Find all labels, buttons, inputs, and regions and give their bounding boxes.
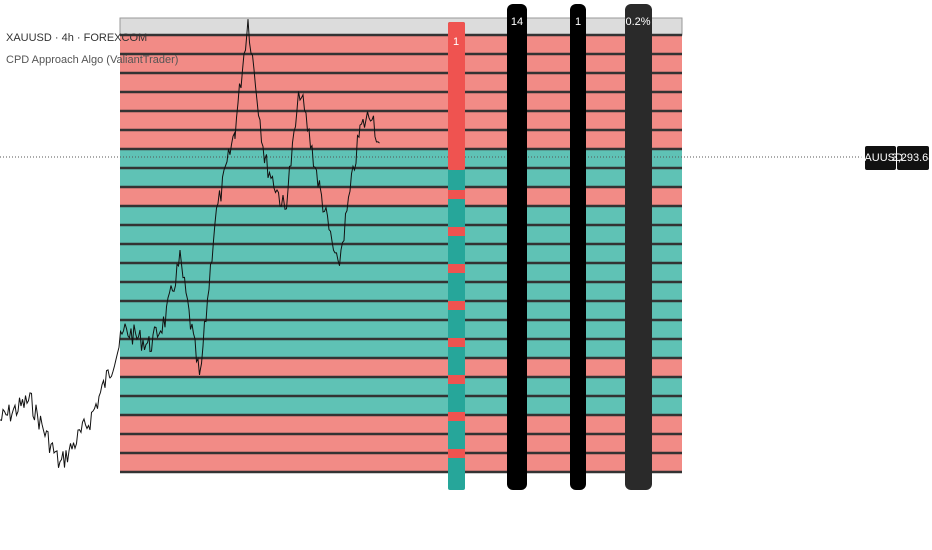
count-column [570,4,586,490]
zone-band [120,35,682,54]
price-symbol: XAUUSD [857,152,903,164]
zone-marker [448,301,465,310]
zone-marker [448,190,465,199]
zone-marker [448,227,465,236]
zone-band [120,168,682,187]
column-label: 14 [511,16,523,28]
zone-marker [448,393,465,403]
price-badge [897,146,929,170]
zone-band [120,130,682,149]
percent-column [625,4,652,490]
column-label: 0.2% [625,16,650,28]
column-label: 1 [575,16,581,28]
zone-band [120,320,682,339]
zone-band [120,453,682,472]
zone-band [120,73,682,92]
zone-marker [448,467,465,477]
zone-band [120,111,682,130]
zone-band [120,358,682,377]
zone-band [120,187,682,206]
zone-column-top [448,22,465,170]
zone-band [120,434,682,453]
zone-band [120,225,682,244]
zone-band [120,415,682,434]
price-value: 3,293.68 [892,152,932,164]
zone-band [120,377,682,396]
indicator-columns: 1 14 1 0.2% [448,4,652,490]
price-series [0,19,380,468]
indicator-title: CPD Approach Algo (ValiantTrader) [6,54,178,66]
zone-marker [448,449,465,458]
zone-marker [448,264,465,273]
zone-marker [448,356,465,366]
symbol-title: XAUUSD · 4h · FOREXCOM [6,32,147,44]
zone-band [120,206,682,225]
zone-marker [448,282,465,292]
zone-band [120,282,682,301]
zone-marker [448,412,465,421]
zone-band [120,54,682,73]
zone-marker [448,430,465,440]
column-label: 1 [453,36,459,48]
zone-band [120,92,682,111]
zone-marker [448,208,465,218]
zone-marker [448,338,465,347]
zone-band [120,263,682,282]
zone-marker [448,375,465,384]
zone-bands [119,17,683,474]
zone-band [120,244,682,263]
symbol-badge [865,146,896,170]
zone-band [120,301,682,320]
count-column [507,4,527,490]
zone-band [120,149,682,168]
top-band [119,17,683,36]
zone-marker [448,319,465,329]
zone-band [120,396,682,415]
zone-band [120,339,682,358]
zone-marker [448,245,465,255]
